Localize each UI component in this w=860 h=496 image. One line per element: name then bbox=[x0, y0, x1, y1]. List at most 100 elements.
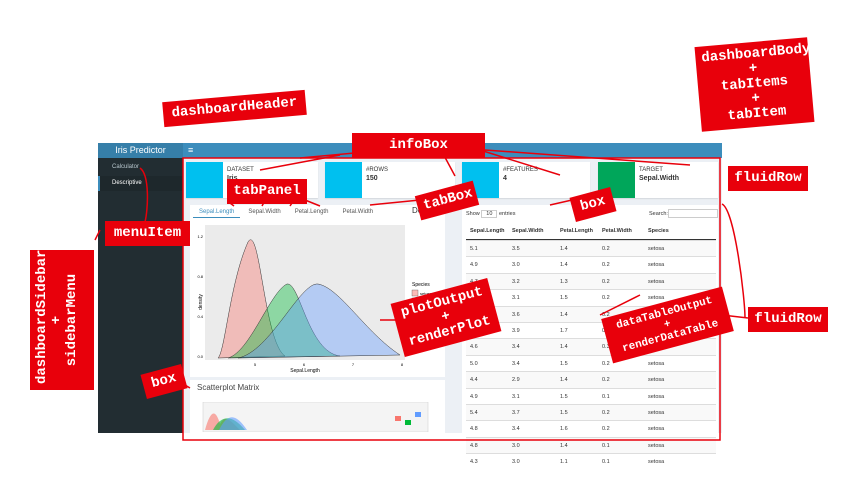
table-header: Sepal.Length Sepal.Width Petal.Length Petal… bbox=[466, 225, 716, 240]
table-cell: 0.2 bbox=[602, 426, 610, 433]
table-cell: 1.7 bbox=[560, 327, 568, 334]
search-label: Search: bbox=[649, 211, 668, 217]
y-tick-label: 0.0 bbox=[197, 354, 203, 359]
column-header[interactable]: Species bbox=[648, 228, 669, 234]
scatter-matrix bbox=[202, 402, 429, 432]
table-row: 5.0 3.4 1.5 0.2 setosa bbox=[466, 354, 716, 372]
table-cell: 3.5 bbox=[512, 246, 520, 252]
app-title[interactable]: Iris Predictor bbox=[98, 143, 183, 158]
x-tick-label: 5 bbox=[254, 362, 257, 367]
table-cell: 0.2 bbox=[602, 360, 610, 367]
table-cell: 1.5 bbox=[560, 295, 568, 302]
table-cell: 4.6 bbox=[470, 344, 478, 351]
sidebar-toggle[interactable]: ≡ bbox=[188, 145, 194, 155]
table-cell: setosa bbox=[648, 409, 665, 416]
table-row: 4.9 3.1 1.5 0.1 setosa bbox=[466, 387, 716, 404]
table-cell: 3.1 bbox=[512, 393, 520, 400]
tab[interactable]: Sepal.Width bbox=[248, 209, 281, 215]
table-cell: 3.7 bbox=[512, 409, 520, 416]
tab[interactable]: Petal.Width bbox=[342, 209, 374, 215]
connector bbox=[179, 194, 641, 389]
table-row: 4.3 3.0 1.1 0.1 setosa bbox=[466, 453, 716, 470]
info-value: 150 bbox=[366, 175, 378, 182]
table-cell: 0.2 bbox=[602, 295, 610, 302]
menu-item[interactable]: Calculator bbox=[112, 164, 140, 170]
length-control: Show 10 entries bbox=[466, 210, 515, 218]
boxplot bbox=[395, 416, 401, 421]
table-cell: 3.9 bbox=[512, 327, 520, 334]
table-cell: 0.1 bbox=[602, 442, 610, 449]
table-row: 5.4 3.7 1.5 0.2 setosa bbox=[466, 403, 716, 421]
annotation-line: + bbox=[49, 315, 65, 325]
info-value: Iris bbox=[227, 175, 238, 182]
table-cell: 3.0 bbox=[512, 262, 520, 269]
search-input[interactable] bbox=[668, 209, 718, 218]
annotation: menuItem bbox=[105, 221, 190, 246]
table-cell: 1.4 bbox=[560, 377, 568, 384]
curve bbox=[219, 417, 247, 430]
boxplot bbox=[405, 420, 411, 425]
table-cell: setosa bbox=[648, 246, 665, 252]
column-header[interactable]: Petal.Length bbox=[560, 228, 594, 234]
table-cell: 0.2 bbox=[602, 262, 610, 269]
table-cell: 4.8 bbox=[470, 442, 478, 449]
table-cell: 3.1 bbox=[512, 295, 520, 302]
y-label: density bbox=[198, 294, 204, 310]
table-cell: 1.5 bbox=[560, 360, 568, 367]
icon bbox=[186, 162, 223, 198]
column-header[interactable]: Petal.Width bbox=[602, 228, 632, 234]
column-header[interactable]: Sepal.Width bbox=[512, 228, 544, 234]
table-cell: 1.6 bbox=[560, 426, 568, 433]
table-row: 5.1 3.5 1.4 0.2 setosa bbox=[466, 240, 716, 257]
table-cell: 1.4 bbox=[560, 262, 568, 269]
density-plot: density Sepal.Length 1.2 0.8 0.4 0.0 5 6 7 8 S… bbox=[197, 225, 438, 374]
info-box: #FEATURES 4 bbox=[462, 162, 590, 198]
table-cell: 5.0 bbox=[470, 360, 478, 367]
y-ticks: 1.2 0.8 0.4 0.0 bbox=[197, 234, 203, 359]
table-cell: 1.1 bbox=[560, 459, 568, 466]
tab-strip: Sepal.Length Sepal.Width Petal.Length Petal… bbox=[193, 207, 381, 219]
table-cell: 5.1 bbox=[470, 246, 478, 252]
table-cell: setosa bbox=[648, 393, 665, 400]
info-value: Sepal.Width bbox=[639, 175, 679, 182]
x-label: Sepal.Length bbox=[290, 368, 320, 374]
table-cell: 0.1 bbox=[602, 393, 610, 400]
annotation-line: dashboardSidebar bbox=[34, 249, 50, 384]
table-cell: 1.4 bbox=[560, 344, 568, 351]
table-cell: 4.8 bbox=[470, 426, 478, 433]
plot-panel bbox=[205, 225, 405, 360]
table-cell: setosa bbox=[648, 262, 665, 269]
text: Show bbox=[466, 211, 480, 217]
annotation-line: sidebarMenu bbox=[64, 273, 80, 367]
y-tick-label: 0.8 bbox=[197, 274, 203, 279]
annotation: tabPanel bbox=[227, 179, 307, 204]
info-value: 4 bbox=[503, 175, 507, 182]
table-cell: 1.5 bbox=[560, 393, 568, 400]
table-cell: 1.4 bbox=[560, 442, 568, 449]
legend-title: Species bbox=[412, 282, 430, 288]
tab[interactable]: Sepal.Length bbox=[193, 207, 241, 218]
annotation: dashboardBody + tabItems + tabItem bbox=[694, 37, 815, 132]
table-cell: setosa bbox=[648, 442, 665, 449]
icon bbox=[325, 162, 362, 198]
table-cell: 4.9 bbox=[470, 393, 478, 400]
tab[interactable]: Petal.Length bbox=[294, 209, 329, 215]
table-cell: 3.0 bbox=[512, 459, 520, 466]
menu-item[interactable]: Descriptive bbox=[98, 176, 183, 191]
table-cell: setosa bbox=[648, 426, 665, 433]
table-cell: 0.2 bbox=[602, 278, 610, 285]
box-title: Scatterplot Matrix bbox=[197, 383, 260, 392]
x-tick-label: 8 bbox=[401, 362, 404, 367]
length-select[interactable]: 10 bbox=[481, 210, 498, 218]
table-cell: 3.4 bbox=[512, 344, 520, 351]
table-cell: setosa bbox=[648, 360, 665, 367]
info-label: DATASET bbox=[227, 167, 254, 173]
table-cell: setosa bbox=[648, 459, 665, 466]
curve bbox=[217, 239, 286, 359]
column-header[interactable]: Sepal.Length bbox=[470, 228, 505, 234]
info-label: #FEATURES bbox=[503, 167, 538, 173]
table-cell: 1.5 bbox=[560, 409, 568, 416]
table-row: 4.8 3.0 1.4 0.1 setosa bbox=[466, 436, 716, 454]
boxplot bbox=[415, 412, 421, 417]
